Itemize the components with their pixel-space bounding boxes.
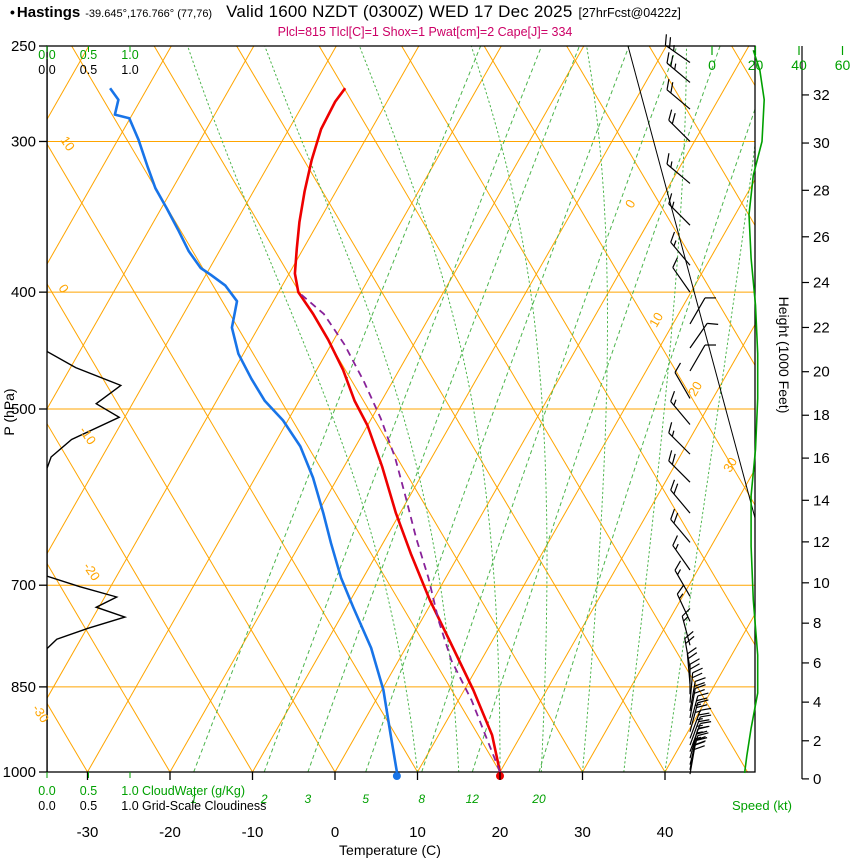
pressure-axis: 250 300 400 500 700 850 1000 P (hPa) (1, 38, 47, 781)
svg-text:30: 30 (813, 135, 830, 152)
svg-text:0.0: 0.0 (38, 799, 55, 813)
svg-text:20: 20 (531, 792, 546, 806)
svg-text:0.0: 0.0 (38, 63, 55, 77)
svg-text:1.0: 1.0 (121, 48, 138, 62)
svg-text:500: 500 (11, 401, 36, 418)
svg-text:8: 8 (418, 792, 425, 806)
station-name: Hastings (16, 4, 81, 21)
svg-text:1.0: 1.0 (121, 784, 138, 798)
dewpoint-curve (109, 87, 399, 772)
svg-text:24: 24 (813, 275, 830, 292)
svg-text:1000: 1000 (3, 764, 36, 781)
svg-text:0: 0 (55, 281, 71, 295)
svg-text:20: 20 (813, 364, 830, 381)
svg-text:2: 2 (260, 792, 268, 806)
svg-text:300: 300 (11, 133, 36, 150)
diagonal-cut-line (627, 45, 756, 519)
svg-text:10: 10 (646, 310, 666, 330)
svg-text:1.0: 1.0 (121, 799, 138, 813)
svg-text:0: 0 (331, 824, 339, 841)
mixing-ratio-lines (193, 46, 755, 772)
svg-text:10: 10 (409, 824, 426, 841)
cloudiness-label: Grid-Scale Cloudiness (142, 799, 266, 813)
svg-text:3: 3 (305, 792, 312, 806)
temperature-curve (293, 87, 502, 772)
surface-dewpoint-dot (392, 772, 401, 780)
svg-text:26: 26 (813, 229, 830, 246)
svg-text:400: 400 (11, 284, 36, 301)
wind-barbs (664, 34, 719, 775)
svg-text:8: 8 (813, 615, 821, 632)
svg-text:60: 60 (835, 57, 850, 73)
cloud-fraction-curve (47, 46, 128, 772)
svg-text:0.5: 0.5 (80, 784, 97, 798)
svg-text:2: 2 (813, 733, 821, 750)
title-bar: • Hastings -39.645°,176.766° (77,76) Valid … (0, 2, 850, 22)
svg-text:20: 20 (492, 824, 509, 841)
svg-text:30: 30 (574, 824, 591, 841)
moist-adiabats (187, 46, 755, 772)
svg-text:4: 4 (813, 694, 821, 711)
svg-text:5: 5 (362, 792, 369, 806)
station-coordinates: -39.645°,176.766° (77,76) (85, 8, 213, 20)
svg-text:700: 700 (11, 577, 36, 594)
svg-text:6: 6 (813, 655, 821, 672)
station-bullet-icon: • (10, 4, 15, 20)
svg-text:0.0: 0.0 (38, 784, 55, 798)
height-axis-title: Height (1000 Feet) (776, 297, 792, 414)
speed-profile-curve (743, 49, 766, 774)
parcel-curve (297, 291, 501, 772)
svg-text:1.0: 1.0 (121, 63, 138, 77)
speed-axis-title: Speed (kt) (732, 798, 792, 813)
thermo-parameters: Plcl=815 Tlcl[C]=1 Shox=1 Pwat[cm]=2 Cap… (277, 25, 573, 39)
forecast-hour: [27hrFcst@0422z] (578, 6, 681, 20)
svg-text:-10: -10 (76, 423, 99, 447)
svg-text:0.5: 0.5 (80, 63, 97, 77)
svg-text:28: 28 (813, 182, 830, 199)
temperature-axis-title: Temperature (C) (339, 842, 441, 858)
svg-text:-30: -30 (77, 824, 99, 841)
svg-text:-30: -30 (29, 701, 52, 725)
svg-text:-20: -20 (80, 559, 103, 583)
svg-text:18: 18 (813, 407, 830, 424)
svg-text:-10: -10 (242, 824, 264, 841)
svg-text:16: 16 (813, 450, 830, 467)
grid-lines (47, 46, 755, 772)
svg-text:12: 12 (813, 534, 830, 551)
svg-text:0: 0 (813, 771, 821, 788)
pressure-axis-title: P (hPa) (1, 388, 17, 435)
svg-text:850: 850 (11, 679, 36, 696)
svg-text:14: 14 (813, 492, 830, 509)
svg-text:0.5: 0.5 (80, 48, 97, 62)
svg-text:40: 40 (791, 57, 807, 73)
isotherm-labels: 0 10 20 30 10 0 -10 -20 -30 (29, 133, 740, 725)
svg-text:22: 22 (813, 319, 830, 336)
mixing-ratio-labels: 1 2 3 5 8 12 20 (190, 792, 546, 806)
temperature-axis: -30 -20 -10 0 10 20 30 40 Temperature (C) (77, 772, 674, 858)
svg-text:0: 0 (622, 197, 639, 211)
valid-time: Valid 1600 NZDT (0300Z) WED 17 Dec 2025 (226, 2, 573, 21)
svg-text:10: 10 (57, 133, 78, 153)
svg-text:40: 40 (657, 824, 674, 841)
cloudwater-axis: 0.00.00.00.00.50.50.50.51.01.01.01.0Clou… (38, 46, 266, 813)
svg-text:12: 12 (466, 792, 480, 806)
svg-text:0.0: 0.0 (38, 48, 55, 62)
svg-text:30: 30 (720, 455, 740, 475)
svg-text:0.5: 0.5 (80, 799, 97, 813)
svg-text:32: 32 (813, 87, 830, 104)
svg-text:10: 10 (813, 575, 830, 592)
svg-text:0: 0 (708, 57, 716, 73)
svg-text:20: 20 (685, 379, 705, 399)
svg-text:250: 250 (11, 38, 36, 55)
cloudwater-label: CloudWater (g/Kg) (142, 784, 245, 798)
svg-text:-20: -20 (159, 824, 181, 841)
svg-text:1: 1 (190, 792, 197, 806)
